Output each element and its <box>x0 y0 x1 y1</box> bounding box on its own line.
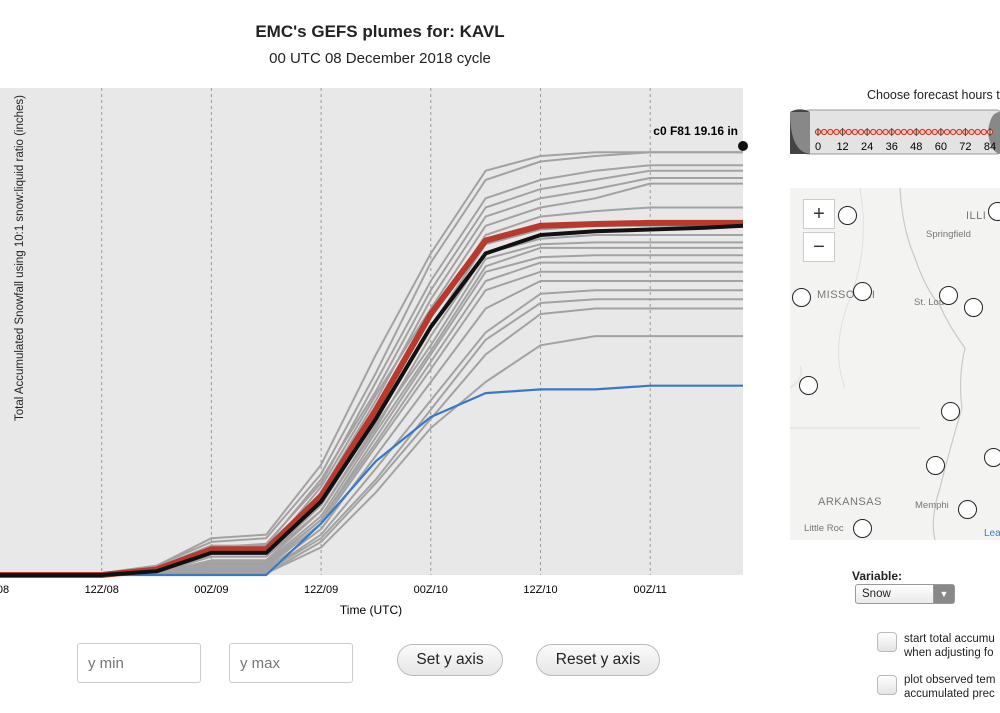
start-accum-checkbox[interactable] <box>877 632 897 652</box>
slider-hour-dot[interactable] <box>821 128 828 136</box>
x-axis-label: Time (UTC) <box>340 603 402 617</box>
slider-hour-dot[interactable] <box>845 128 852 136</box>
map-label-arkansas: ARKANSAS <box>818 496 882 508</box>
x-tick-label: 00Z/09 <box>194 584 228 596</box>
slider-tick-label: 36 <box>886 141 898 153</box>
station-marker[interactable] <box>838 206 857 225</box>
station-marker[interactable] <box>799 376 818 395</box>
forecast-hour-slider[interactable]: 0 12 24 36 48 60 72 84 <box>790 109 1000 155</box>
map-label-springfield: Springfield <box>926 229 971 240</box>
y-axis-label: Total Accumulated Snowfall using 10:1 sn… <box>14 95 26 422</box>
station-marker[interactable] <box>941 402 960 421</box>
slider-tick-label: 24 <box>861 141 873 153</box>
set-y-axis-button[interactable]: Set y axis <box>397 644 503 676</box>
station-marker[interactable] <box>939 286 958 305</box>
slider-tick-label: 60 <box>935 141 947 153</box>
hover-tooltip: c0 F81 19.16 in <box>653 124 738 138</box>
slider-hour-dot[interactable] <box>851 128 858 136</box>
slider-hour-dot[interactable] <box>870 128 877 136</box>
slider-tick-label: 84 <box>984 141 996 153</box>
x-tick-label: 12Z/09 <box>304 584 338 596</box>
station-marker[interactable] <box>958 500 977 519</box>
variable-label: Variable: <box>852 569 903 583</box>
map-attribution-link[interactable]: Lea <box>984 528 1000 539</box>
slider-hour-dot[interactable] <box>931 128 938 136</box>
x-tick-label: 12Z/10 <box>523 584 557 596</box>
ymax-input[interactable] <box>229 643 353 683</box>
plot-area <box>0 88 743 575</box>
map-label-illinois: ILLI <box>966 210 987 222</box>
plot-observed-option-text: plot observed tem accumulated prec <box>904 674 996 700</box>
x-tick-label: 00Z/11 <box>633 584 666 596</box>
station-marker[interactable] <box>964 298 983 317</box>
slider-hour-dot[interactable] <box>980 128 987 136</box>
slider-hour-dot[interactable] <box>882 128 889 136</box>
station-marker[interactable] <box>984 448 1000 467</box>
x-tick-label: 00Z/08 <box>0 584 9 596</box>
slider-hour-dot[interactable] <box>925 128 932 136</box>
chart-title: EMC's GEFS plumes for: KAVL <box>255 22 505 41</box>
slider-hour-dot[interactable] <box>900 128 908 136</box>
plume-chart: 00Z/08 12Z/08 00Z/09 12Z/09 00Z/10 12Z/10 00Z/… <box>0 88 1000 617</box>
slider-hour-dot[interactable] <box>919 128 926 136</box>
station-marker[interactable] <box>792 288 811 307</box>
chart-subtitle: 00 UTC 08 December 2018 cycle <box>269 50 491 67</box>
slider-hour-dot[interactable] <box>968 128 975 136</box>
slider-tick-label: 12 <box>836 141 848 153</box>
ymin-input[interactable] <box>77 643 201 683</box>
slider-hour-dot[interactable] <box>833 128 840 136</box>
station-marker[interactable] <box>926 456 945 475</box>
slider-hour-dot[interactable] <box>956 128 963 136</box>
station-marker[interactable] <box>853 519 872 538</box>
ensemble-mean-line <box>0 223 744 577</box>
start-accum-option-text: start total accumu when adjusting fo <box>904 633 995 659</box>
variable-select[interactable]: Snow ▼ <box>855 584 955 604</box>
slider-tick-label: 48 <box>910 141 922 153</box>
station-marker[interactable] <box>988 202 1000 221</box>
x-tick-label: 00Z/10 <box>414 584 448 596</box>
zoom-in-button[interactable]: + <box>803 199 835 229</box>
slider-hour-dot[interactable] <box>950 128 957 136</box>
map-label-memphis: Memphi <box>915 500 949 511</box>
slider-tick-label: 0 <box>815 141 821 153</box>
slider-hour-dot[interactable] <box>827 128 834 136</box>
zoom-out-button[interactable]: − <box>803 232 835 262</box>
slider-hour-dot[interactable] <box>894 128 901 136</box>
slider-tick-label: 72 <box>959 141 971 153</box>
slider-hour-dot[interactable] <box>943 128 951 136</box>
slider-label: Choose forecast hours to <box>867 88 1000 102</box>
map-label-st-louis: St. Lou <box>914 297 945 308</box>
hover-marker <box>738 141 748 151</box>
reset-y-axis-button[interactable]: Reset y axis <box>536 644 660 676</box>
station-marker[interactable] <box>853 282 872 301</box>
slider-hour-dot[interactable] <box>876 128 883 136</box>
slider-right-handle[interactable] <box>988 112 1000 154</box>
slider-hour-dot[interactable] <box>857 128 865 136</box>
slider-hour-dot[interactable] <box>974 128 981 136</box>
chevron-down-icon: ▼ <box>933 585 954 603</box>
slider-hour-dot[interactable] <box>907 128 914 136</box>
plot-observed-checkbox[interactable] <box>877 675 897 695</box>
variable-selected: Snow <box>862 588 891 600</box>
x-tick-label: 12Z/08 <box>85 584 119 596</box>
map-label-little-rock: Little Roc <box>804 523 844 534</box>
